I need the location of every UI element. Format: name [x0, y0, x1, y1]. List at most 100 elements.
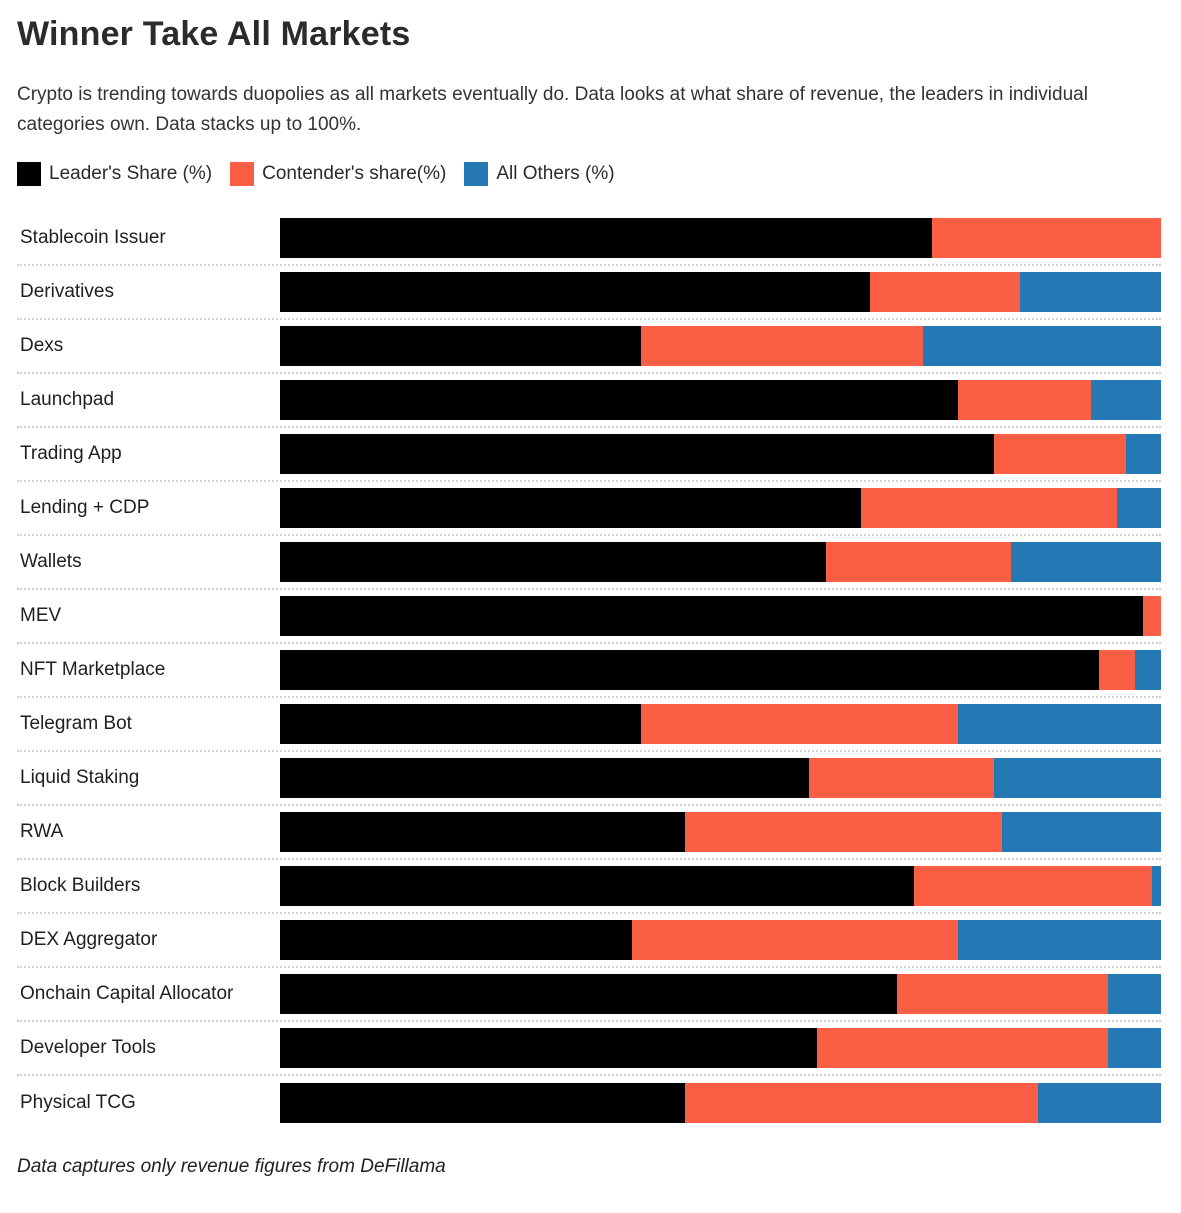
chart-row: Lending + CDP [17, 482, 1161, 536]
bar-segment-others [1134, 650, 1161, 690]
row-label: Launchpad [20, 389, 115, 410]
bar-segment-leader [280, 866, 915, 906]
row-label: NFT Marketplace [20, 659, 166, 680]
legend-swatch-contender [230, 162, 255, 186]
bar-segment-others [1037, 1083, 1161, 1123]
stacked-bar [280, 1083, 1161, 1123]
bar-segment-leader [280, 920, 633, 960]
row-label: Telegram Bot [20, 713, 132, 734]
bar-segment-leader [280, 488, 862, 528]
chart-row: Wallets [17, 536, 1161, 590]
bar-rows: Stablecoin Issuer Derivatives Dexs Launchpa… [17, 212, 1161, 1130]
bar-segment-others [1108, 974, 1161, 1014]
chart-row: MEV [17, 590, 1161, 644]
row-label: Liquid Staking [20, 767, 140, 788]
row-label: Block Builders [20, 875, 141, 896]
bar-segment-contender [641, 704, 959, 744]
bar-segment-contender [817, 1028, 1109, 1068]
bar-segment-others [1152, 866, 1161, 906]
row-label: MEV [20, 605, 62, 626]
bar-segment-leader [280, 326, 642, 366]
bar-segment-others [993, 758, 1161, 798]
row-label: Dexs [20, 335, 64, 356]
bar-segment-contender [861, 488, 1117, 528]
stacked-bar [280, 758, 1161, 798]
row-label: Wallets [20, 551, 82, 572]
bar-segment-contender [808, 758, 994, 798]
bar-segment-others [958, 920, 1161, 960]
bar-segment-leader [280, 812, 686, 852]
chart-row: Liquid Staking [17, 752, 1161, 806]
chart-row: Block Builders [17, 860, 1161, 914]
stacked-bar [280, 272, 1161, 312]
bar-segment-leader [280, 1028, 818, 1068]
chart-row: RWA [17, 806, 1161, 860]
stacked-bar [280, 920, 1161, 960]
stacked-bar [280, 542, 1161, 582]
bar-segment-leader [280, 1083, 686, 1123]
bar-segment-others [1090, 380, 1161, 420]
bar-segment-others [1011, 542, 1161, 582]
bar-segment-contender [685, 812, 1003, 852]
stacked-bar [280, 488, 1161, 528]
bar-segment-contender [914, 866, 1153, 906]
bar-segment-contender [641, 326, 924, 366]
bar-segment-contender [896, 974, 1109, 1014]
bar-segment-leader [280, 596, 1144, 636]
chart-footnote: Data captures only revenue figures from … [17, 1156, 446, 1177]
stacked-bar [280, 974, 1161, 1014]
bar-segment-leader [280, 542, 827, 582]
legend-swatch-leader [17, 162, 41, 186]
bar-segment-leader [280, 218, 932, 258]
chart-row: Launchpad [17, 374, 1161, 428]
bar-segment-contender [870, 272, 1021, 312]
bar-segment-leader [280, 434, 994, 474]
bar-segment-leader [280, 380, 959, 420]
stacked-bar [280, 1028, 1161, 1068]
bar-segment-contender [632, 920, 959, 960]
bar-segment-leader [280, 272, 871, 312]
bar-segment-contender [1099, 650, 1135, 690]
chart-subtitle: Crypto is trending towards duopolies as … [17, 84, 1088, 135]
legend-label: Contender's share(%) [262, 163, 447, 184]
row-label: Stablecoin Issuer [20, 227, 166, 248]
row-label: Onchain Capital Allocator [20, 983, 234, 1004]
chart-row: NFT Marketplace [17, 644, 1161, 698]
chart-row: Developer Tools [17, 1022, 1161, 1076]
row-label: Developer Tools [20, 1037, 156, 1058]
bar-segment-others [1116, 488, 1161, 528]
stacked-bar [280, 704, 1161, 744]
bar-segment-contender [958, 380, 1091, 420]
stacked-bar [280, 866, 1161, 906]
legend-label: Leader's Share (%) [49, 163, 213, 184]
bar-segment-contender [685, 1083, 1038, 1123]
bar-segment-others [1108, 1028, 1161, 1068]
chart-row: Derivatives [17, 266, 1161, 320]
chart-row: DEX Aggregator [17, 914, 1161, 968]
row-label: Derivatives [20, 281, 114, 302]
legend-swatch-others [464, 162, 489, 186]
chart-row: Physical TCG [17, 1076, 1161, 1130]
stacked-bar [280, 650, 1161, 690]
bar-segment-others [923, 326, 1161, 366]
bar-segment-leader [280, 974, 897, 1014]
bar-segment-others [1002, 812, 1161, 852]
legend-item-contender: Contender's share(%) [230, 162, 446, 186]
stacked-bar [280, 596, 1161, 636]
bar-segment-contender [993, 434, 1126, 474]
chart-row: Onchain Capital Allocator [17, 968, 1161, 1022]
bar-segment-others [958, 704, 1161, 744]
chart-row: Telegram Bot [17, 698, 1161, 752]
stacked-bar [280, 326, 1161, 366]
stacked-bar [280, 812, 1161, 852]
legend-item-leader: Leader's Share (%) [17, 162, 212, 186]
stacked-bar [280, 218, 1161, 258]
legend: Leader's Share (%) Contender's share(%) Al… [17, 162, 1161, 186]
row-label: Trading App [20, 443, 122, 464]
bar-segment-contender [931, 218, 1161, 258]
stacked-bar [280, 434, 1161, 474]
row-label: DEX Aggregator [20, 929, 158, 950]
chart-row: Dexs [17, 320, 1161, 374]
chart-title: Winner Take All Markets [17, 15, 411, 53]
